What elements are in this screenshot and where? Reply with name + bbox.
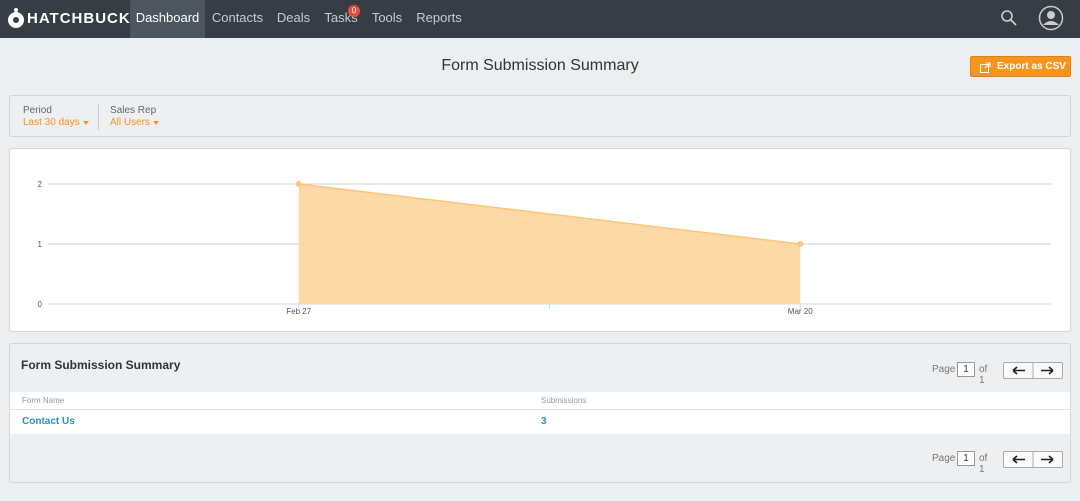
filter-value[interactable]: Last 30 days — [23, 117, 89, 128]
filter-value[interactable]: All Users — [110, 117, 160, 128]
page-input[interactable]: 1 — [957, 362, 975, 377]
prev-next[interactable] — [1004, 452, 1062, 467]
nav-item[interactable]: Contacts — [211, 10, 264, 25]
y-tick-label: 0 — [38, 300, 43, 309]
page-of: of 1 — [979, 364, 988, 386]
caret — [153, 121, 160, 125]
table: Form Name Submissions Contact Us 3 — [10, 392, 1070, 434]
line — [298, 183, 801, 245]
user-avatar[interactable] — [1038, 5, 1064, 31]
page-of: of 1 — [979, 453, 988, 475]
nav-item[interactable]: Tools — [371, 10, 403, 25]
y-tick-label: 1 — [38, 240, 43, 249]
x-tick-label: Mar 20 — [788, 307, 813, 316]
page-label: Page — [932, 453, 956, 464]
export-button[interactable]: Export as CSV — [970, 56, 1071, 77]
nav-item[interactable]: Reports — [416, 10, 462, 25]
page-input[interactable]: 1 — [957, 451, 975, 466]
table-panel: Form Submission Summary Page 1 of 1 Form N… — [9, 343, 1071, 483]
export-label: Export as CSV — [997, 61, 1066, 72]
table-title: Form Submission Summary — [21, 358, 181, 372]
nav-item[interactable]: Dashboard — [130, 0, 205, 38]
page-buttons — [1003, 362, 1063, 379]
nav-item[interactable]: Deals — [276, 10, 311, 25]
logo-icon — [8, 8, 24, 28]
chart: 0 1 2 Feb 27 Mar 20 — [38, 180, 1051, 316]
filter-panel: Period Last 30 days Sales Rep All Users — [9, 95, 1071, 137]
y-tick-label: 2 — [38, 180, 43, 189]
point — [797, 241, 804, 247]
point — [295, 181, 302, 187]
nav-item[interactable]: Tasks 0 — [317, 0, 365, 38]
column-header: Submissions — [541, 396, 587, 405]
column-header: Form Name — [22, 396, 65, 405]
page-buttons — [1003, 451, 1063, 468]
task-badge: 0 — [348, 5, 360, 17]
chart-panel: 0 1 2 Feb 27 Mar 20 — [9, 148, 1071, 332]
area — [298, 184, 801, 304]
header-rule — [10, 409, 1070, 410]
divider — [98, 104, 99, 130]
navbar: HATCHBUCK Dashboard Contacts Deals Tasks 0 To… — [0, 0, 1080, 38]
caret — [82, 121, 89, 125]
x-tick-label: Feb 27 — [286, 307, 311, 316]
search-icon[interactable] — [1000, 9, 1018, 27]
cell[interactable]: Contact Us — [22, 416, 75, 427]
filter-label: Sales Rep — [110, 105, 157, 116]
brand[interactable]: HATCHBUCK — [27, 10, 131, 27]
filter-label: Period — [23, 105, 52, 116]
cell[interactable]: 3 — [541, 416, 547, 427]
prev-next[interactable] — [1004, 363, 1062, 378]
page-label: Page — [932, 364, 956, 375]
export-icon — [980, 62, 991, 73]
page-title: Form Submission Summary — [441, 57, 639, 74]
